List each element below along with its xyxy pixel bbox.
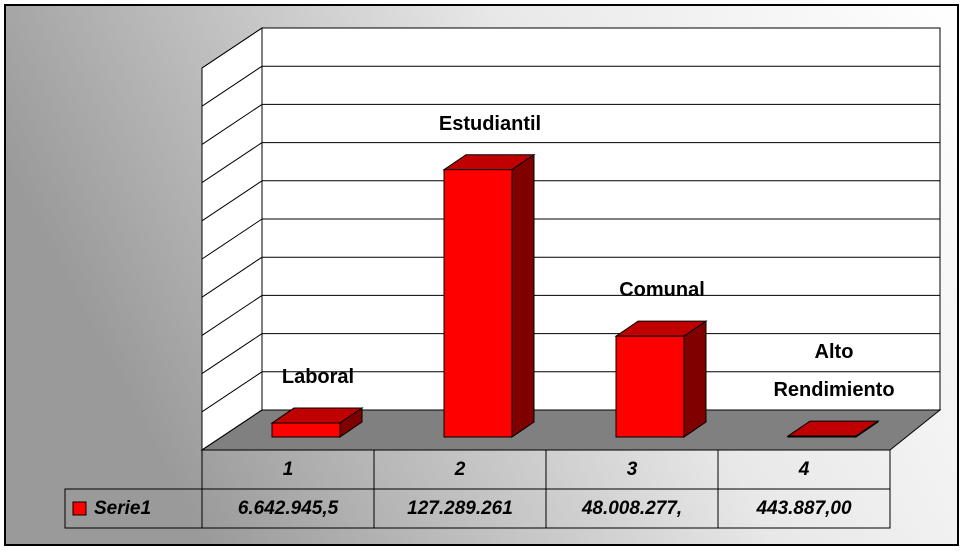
data-label: Alto Rendimiento bbox=[773, 341, 895, 402]
grid-line bbox=[201, 103, 263, 145]
grid-line bbox=[201, 218, 263, 260]
bar bbox=[443, 169, 513, 438]
table-value: 6.642.945,5 bbox=[238, 498, 339, 519]
x-tick-label: 1 bbox=[283, 459, 294, 480]
legend-label: Serie1 bbox=[94, 498, 151, 519]
bar bbox=[615, 335, 685, 438]
bar bbox=[271, 422, 341, 438]
bar-side bbox=[683, 320, 707, 438]
bar bbox=[787, 435, 857, 438]
grid-line bbox=[201, 65, 263, 107]
data-label: Laboral bbox=[281, 366, 355, 389]
table-value: 48.008.277, bbox=[581, 498, 682, 519]
x-tick-label: 3 bbox=[627, 459, 638, 480]
x-tick-label: 2 bbox=[454, 459, 466, 480]
grid-line bbox=[201, 142, 263, 184]
table-cell bbox=[717, 488, 891, 529]
data-label: Estudiantil bbox=[438, 112, 542, 135]
grid-line bbox=[201, 371, 263, 413]
data-label: Comunal bbox=[619, 279, 705, 302]
x-tick-label: 4 bbox=[798, 459, 810, 480]
grid-line bbox=[201, 409, 263, 451]
grid-line bbox=[201, 294, 263, 336]
legend-key bbox=[72, 501, 87, 516]
grid-line bbox=[201, 27, 263, 69]
table-value: 127.289.261 bbox=[407, 498, 513, 519]
grid-line bbox=[201, 180, 263, 222]
grid-line bbox=[201, 333, 263, 375]
bar-side bbox=[511, 153, 535, 438]
grid-line bbox=[201, 256, 263, 298]
table-value: 443.887,00 bbox=[755, 498, 852, 519]
